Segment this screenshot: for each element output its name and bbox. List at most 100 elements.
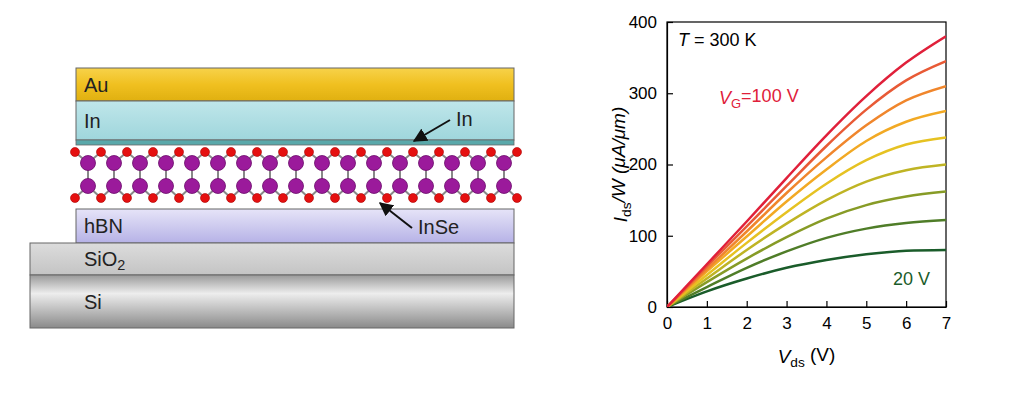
text-piece: In	[456, 108, 473, 130]
y-tick-mark	[667, 93, 673, 94]
atom-se	[305, 194, 314, 203]
y-tick-mark	[667, 22, 673, 23]
layer-label: Au	[84, 74, 108, 96]
annotation: T = 300 K	[678, 30, 757, 50]
atom-in	[445, 179, 460, 194]
atom-in	[497, 156, 512, 171]
atom-in	[341, 156, 356, 171]
y-tick: 100	[629, 227, 673, 246]
atom-se	[435, 194, 444, 203]
chart: 012345670100200300400Vds (V)Ids/W (μA/μm…	[608, 13, 951, 370]
x-tick-label: 4	[822, 314, 831, 333]
thin-layer	[76, 140, 514, 145]
annotation: 20 V	[893, 269, 930, 289]
text-piece: 2	[117, 257, 125, 273]
lattice	[71, 148, 522, 203]
atom-se	[175, 148, 184, 157]
series-line	[667, 86, 946, 307]
x-tick: 2	[742, 301, 751, 333]
atom-in	[237, 156, 252, 171]
atom-se	[357, 148, 366, 157]
atom-in	[263, 179, 278, 194]
x-tick-label: 2	[742, 314, 751, 333]
atom-in	[315, 156, 330, 171]
text-piece: = 300 K	[689, 30, 757, 50]
x-tick-label: 0	[663, 314, 672, 333]
atom-se	[253, 194, 262, 203]
text-piece: InSe	[418, 216, 459, 238]
layer-label: hBN	[84, 215, 123, 237]
atom-se	[227, 194, 236, 203]
atom-in	[185, 179, 200, 194]
x-axis-line	[668, 307, 947, 308]
atom-in	[133, 179, 148, 194]
annotation: In	[456, 108, 473, 130]
atom-in	[471, 179, 486, 194]
layer-label: SiO2	[84, 248, 125, 273]
atom-se	[123, 148, 132, 157]
atom-se	[71, 194, 80, 203]
y-tick: 400	[629, 13, 673, 32]
atom-in	[81, 156, 96, 171]
layer	[76, 209, 514, 243]
plot-frame	[667, 22, 946, 307]
x-tick: 3	[782, 301, 791, 333]
x-tick-label: 5	[862, 314, 871, 333]
y-tick: 200	[629, 155, 673, 174]
atom-in	[393, 156, 408, 171]
atom-in	[289, 156, 304, 171]
atom-in	[367, 156, 382, 171]
layer-label: In	[84, 110, 101, 132]
x-tick-mark	[707, 301, 708, 307]
figure: AuInhBNSiO2SiInInSe012345670100200300400…	[0, 0, 1030, 393]
x-tick-mark	[866, 301, 867, 307]
x-tick-label: 6	[902, 314, 911, 333]
atom-se	[383, 148, 392, 157]
y-tick: 0	[648, 298, 673, 317]
x-tick-label: 3	[782, 314, 791, 333]
series-line	[667, 111, 946, 307]
atom-in	[185, 156, 200, 171]
atom-se	[175, 194, 184, 203]
atom-se	[435, 148, 444, 157]
x-tick: 5	[862, 301, 871, 333]
x-tick: 1	[703, 301, 712, 333]
y-tick-label: 300	[629, 84, 657, 103]
atom-se	[487, 148, 496, 157]
atom-se	[357, 194, 366, 203]
atom-in	[419, 156, 434, 171]
atom-se	[201, 148, 210, 157]
atom-in	[211, 156, 226, 171]
annotation: VG=100 V	[719, 86, 799, 110]
y-tick: 300	[629, 84, 673, 103]
layer	[30, 275, 514, 328]
text-piece: SiO	[84, 248, 117, 270]
atom-se	[383, 194, 392, 203]
device-diagram: Au In hBN SiO2 Si In InSe	[30, 68, 522, 328]
atom-se	[331, 148, 340, 157]
atom-in	[237, 179, 252, 194]
layer-label: Si	[84, 291, 102, 313]
atom-se	[279, 194, 288, 203]
x-tick: 4	[822, 301, 831, 333]
x-tick: 6	[902, 301, 911, 333]
atom-se	[149, 194, 158, 203]
series-line	[667, 192, 946, 307]
x-tick-label: 7	[942, 314, 951, 333]
atom-in	[133, 156, 148, 171]
atom-in	[263, 156, 278, 171]
y-tick-label: 100	[629, 227, 657, 246]
text-piece: G	[731, 96, 741, 111]
x-tick-mark	[906, 301, 907, 307]
atom-in	[107, 179, 122, 194]
atom-in	[159, 179, 174, 194]
y-tick-label: 0	[648, 298, 657, 317]
atom-in	[367, 179, 382, 194]
atom-se	[331, 194, 340, 203]
y-tick-mark	[667, 164, 673, 165]
x-tick: 7	[942, 301, 951, 333]
text-piece: hBN	[84, 215, 123, 237]
atom-in	[107, 156, 122, 171]
atom-in	[315, 179, 330, 194]
series-line	[667, 61, 946, 307]
